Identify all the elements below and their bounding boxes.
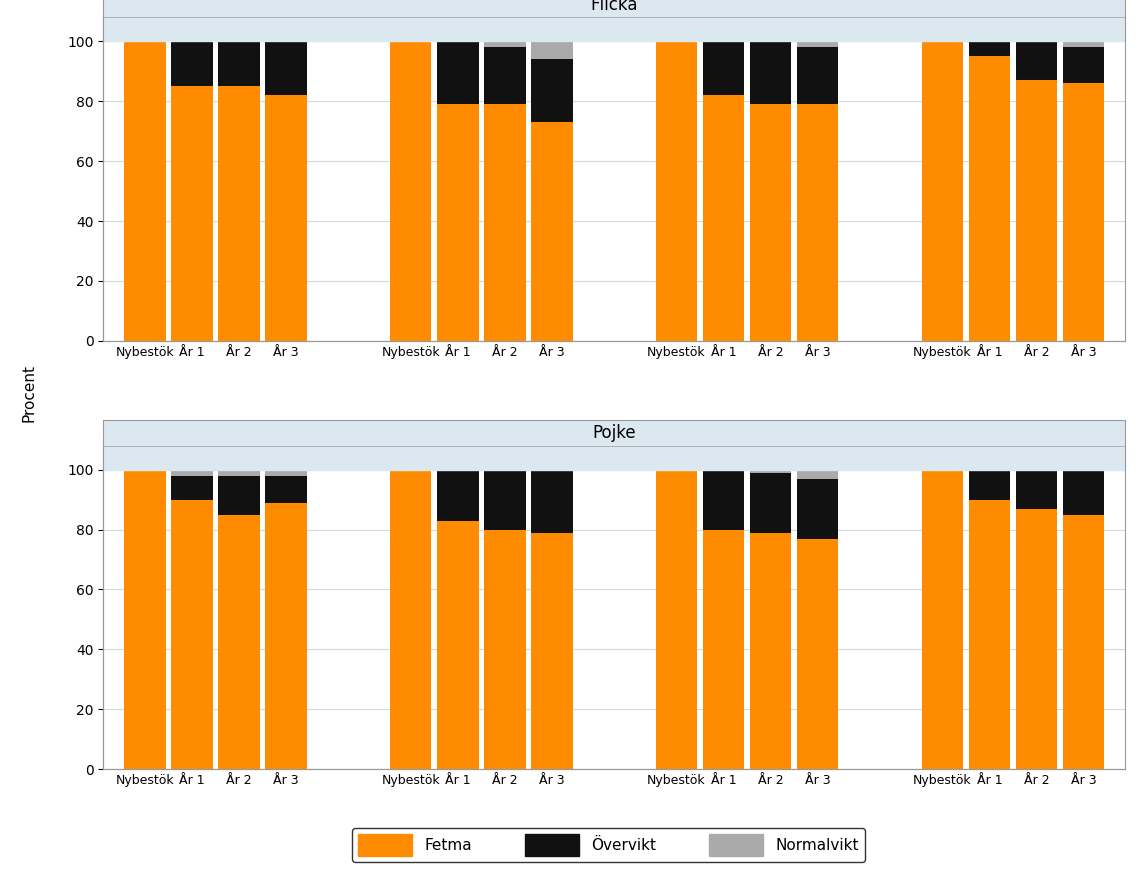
Bar <box>797 104 838 341</box>
Bar <box>265 469 307 475</box>
Bar <box>922 41 963 341</box>
Bar <box>922 469 963 769</box>
Bar <box>1063 47 1104 83</box>
Bar <box>103 446 1125 469</box>
Bar <box>797 479 838 538</box>
Bar <box>656 41 697 341</box>
Bar <box>1063 515 1104 769</box>
Text: Pojke: Pojke <box>592 424 636 441</box>
Bar <box>750 104 791 341</box>
Bar <box>484 469 526 530</box>
Bar <box>390 41 432 341</box>
Bar <box>750 469 791 473</box>
Bar <box>437 41 479 104</box>
Bar <box>265 41 307 95</box>
Bar <box>750 41 791 104</box>
Bar <box>969 41 1010 57</box>
Bar <box>171 500 212 769</box>
Bar <box>969 500 1010 769</box>
Bar <box>171 41 212 87</box>
Bar <box>218 87 259 341</box>
Bar <box>218 475 259 515</box>
Bar <box>969 57 1010 341</box>
FancyBboxPatch shape <box>103 420 1125 446</box>
Bar <box>484 530 526 769</box>
Bar <box>171 475 212 500</box>
Bar <box>532 59 573 122</box>
Bar <box>124 41 165 341</box>
Bar <box>1016 41 1057 80</box>
Bar <box>703 530 744 769</box>
Bar <box>1063 83 1104 341</box>
Bar <box>797 538 838 769</box>
Bar <box>656 469 697 769</box>
Bar <box>484 47 526 104</box>
Bar <box>265 95 307 341</box>
Bar <box>532 532 573 769</box>
Bar <box>1016 509 1057 769</box>
Bar <box>797 469 838 479</box>
Bar <box>750 532 791 769</box>
Bar <box>532 469 573 532</box>
Bar <box>484 104 526 341</box>
Bar <box>532 41 573 59</box>
Bar <box>1016 80 1057 341</box>
Bar <box>1063 469 1104 515</box>
Bar <box>171 87 212 341</box>
Bar <box>797 47 838 104</box>
Bar <box>265 475 307 503</box>
FancyBboxPatch shape <box>103 0 1125 17</box>
Bar <box>703 95 744 341</box>
Bar <box>437 104 479 341</box>
Bar <box>703 469 744 530</box>
Bar <box>1063 41 1104 47</box>
Bar <box>103 17 1125 41</box>
Text: Flicka: Flicka <box>590 0 638 13</box>
Bar <box>797 41 838 47</box>
Bar <box>750 473 791 532</box>
Bar <box>171 469 212 475</box>
Bar <box>218 469 259 475</box>
Bar <box>265 503 307 769</box>
Bar <box>437 469 479 521</box>
Bar <box>218 515 259 769</box>
Bar <box>390 469 432 769</box>
Bar <box>969 469 1010 500</box>
Text: Procent: Procent <box>21 364 37 422</box>
Bar <box>437 521 479 769</box>
Bar <box>218 41 259 87</box>
Legend: Fetma, Övervikt, Normalvikt: Fetma, Övervikt, Normalvikt <box>352 829 864 862</box>
Bar <box>1016 469 1057 509</box>
Bar <box>124 469 165 769</box>
Bar <box>484 41 526 47</box>
Bar <box>703 41 744 95</box>
Bar <box>532 122 573 341</box>
